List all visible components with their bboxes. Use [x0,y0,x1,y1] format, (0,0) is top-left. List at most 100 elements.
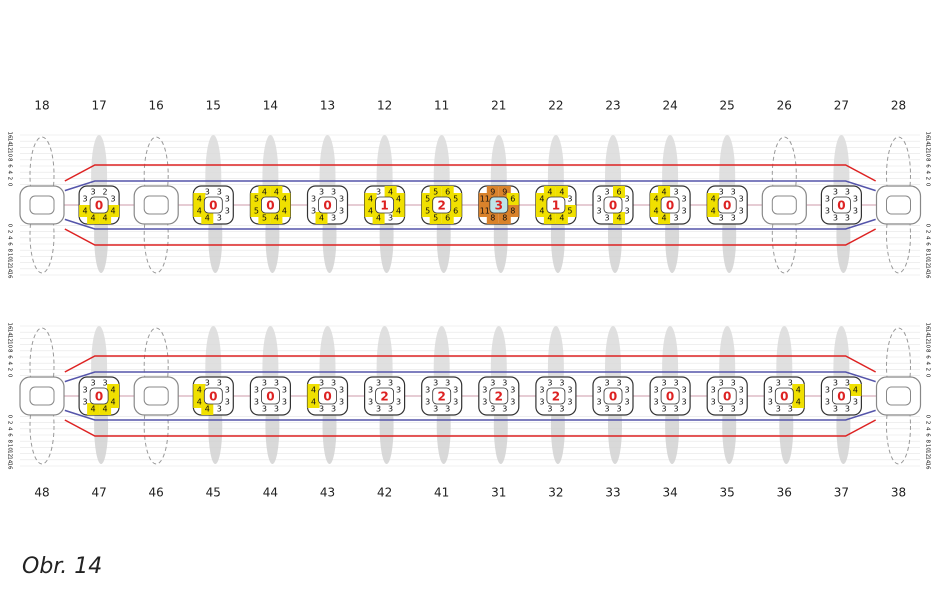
site-depth: 3 [853,398,858,407]
site-depth: 3 [662,405,667,414]
site-depth: 3 [547,405,552,414]
site-depth: 3 [596,398,601,407]
site-depth: 4 [368,207,373,216]
site-depth: 3 [719,188,724,197]
site-highlight [535,193,548,205]
scale-label: 10 [925,253,931,260]
tooth-number: 24 [662,99,677,113]
site-depth: 11 [480,207,490,216]
site-depth: 5 [453,195,458,204]
tooth-outline [771,136,797,214]
site-depth: 3 [739,386,744,395]
tooth-number: 33 [605,486,620,500]
score-box [660,196,680,214]
site-depth: 4 [396,195,401,204]
site-depth: 3 [604,379,609,388]
site-depth: 3 [768,398,773,407]
score-box [89,387,109,405]
tooth-number: 35 [720,486,735,500]
tooth-number: 34 [662,486,677,500]
scale-label: 12 [7,335,13,342]
site-depth: 3 [616,405,621,414]
site-depth: 4 [274,188,279,197]
site-depth: 3 [711,398,716,407]
site-depth: 4 [91,405,96,414]
site-depth: 3 [490,405,495,414]
scale-label: 10 [7,444,13,451]
site-depth: 4 [282,195,287,204]
scale-label: 0 [925,183,931,187]
margin-line [64,218,876,230]
site-depth: 4 [197,398,202,407]
site-depth: 3 [205,188,210,197]
site-highlight [613,212,625,224]
scale-label: 14 [925,265,931,272]
tooth-outline [143,136,169,214]
site-depth: 4 [539,207,544,216]
site-depth: 4 [111,207,116,216]
scale-label: 12 [7,144,13,151]
site-depth: 3 [331,379,336,388]
site-depth: 4 [111,398,116,407]
score: 3 [495,199,503,213]
tooth-number: 12 [377,99,392,113]
tooth-outline [143,387,169,465]
tooth-outline [29,196,55,274]
score: 0 [666,199,674,213]
scale-label: 16 [925,463,931,470]
site-depth: 3 [425,386,430,395]
scale-label: 10 [7,253,13,260]
scale-label: 2 [925,368,931,372]
site-depth: 9 [502,188,507,197]
scale-label: 8 [7,349,13,353]
site-highlight [193,193,206,205]
scale-label: 16 [925,323,931,330]
score: 0 [780,390,788,404]
scale-label: 16 [7,463,13,470]
site-depth: 5 [262,214,267,223]
site-depth: 3 [205,379,210,388]
site-depth: 4 [311,398,316,407]
site-depth: 4 [197,207,202,216]
site-depth: 5 [425,195,430,204]
site-depth: 4 [282,207,287,216]
site-highlight [193,384,206,396]
scale-label: 12 [925,450,931,457]
scale-label: 2 [7,177,13,181]
site-depth: 3 [311,195,316,204]
scale-label: 14 [7,456,13,463]
site-depth: 3 [445,405,450,414]
scale-label: 14 [7,265,13,272]
site-depth: 3 [788,379,793,388]
scale-label: 6 [925,355,931,359]
scale-label: 2 [925,421,931,425]
site-depth: 3 [425,398,430,407]
site-depth: 4 [547,214,552,223]
site-highlight [99,212,112,224]
site-depth: 3 [510,386,515,395]
site-depth: 4 [547,188,552,197]
site-depth: 3 [674,405,679,414]
score: 0 [837,390,845,404]
site-depth: 3 [319,379,324,388]
site-depth: 3 [445,379,450,388]
site-depth: 4 [91,214,96,223]
scale-label: 14 [7,329,13,336]
site-depth: 3 [682,398,687,407]
tooth-number: 14 [263,99,278,113]
site-depth: 6 [616,188,621,197]
site-depth: 4 [376,214,381,223]
site-depth: 3 [825,195,830,204]
margin-line [64,409,876,421]
site-depth: 3 [768,386,773,395]
site-depth: 3 [376,405,381,414]
site-depth: 4 [103,405,108,414]
tooth-number: 41 [434,486,449,500]
scale-label: 10 [7,341,13,348]
scale-label: 10 [925,150,931,157]
site-depth: 4 [368,195,373,204]
margin-line [64,419,877,437]
site-depth: 3 [490,379,495,388]
scale-label: 14 [925,329,931,336]
tooth-outline [886,327,911,405]
